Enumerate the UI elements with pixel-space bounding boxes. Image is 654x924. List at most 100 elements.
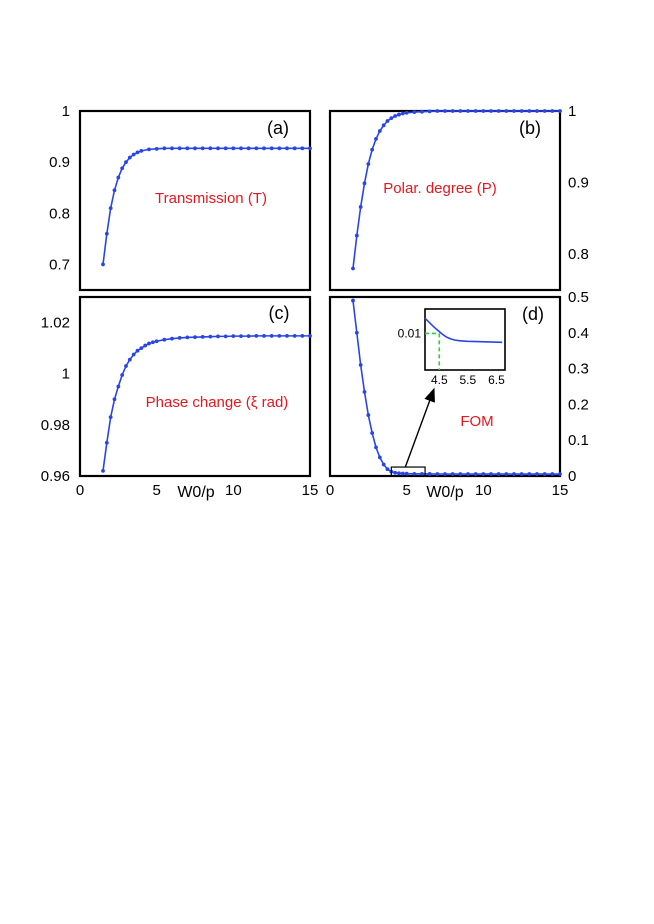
panel-d-data-point [404,471,409,476]
panel-a-data-point [147,147,151,152]
panel-b-data-point [473,109,478,113]
panel-d-data-point [381,462,386,467]
panel-d-data-point [489,472,493,476]
panel-d-data-point [550,472,555,476]
panel-a-ytick-label: 0.8 [49,205,70,222]
panel-c-data-point [231,334,236,339]
panel-c-data-point [308,333,312,338]
panel-d-ytick-label: 0.4 [568,325,589,342]
panel-a-annotation: Transmission (T) [155,190,267,207]
panel-a-data-point [231,146,236,151]
inset-xtick-label: 5.5 [460,373,477,387]
panel-c-data-point [170,336,174,341]
panel-c: 0.96 0.98 1 1.02 0 5 10 15 [41,315,319,499]
panel-b-data-point [427,109,432,114]
panel-a-data-point [239,146,243,151]
panel-b-data-point [374,137,378,141]
panel-a-data-point [308,146,312,151]
panel-c-data-point [116,384,121,389]
inset-xtick-label: 6.5 [488,373,505,387]
panel-c-data-point [124,364,128,368]
panel-d-frame [328,295,562,478]
panel-d-data-point [519,472,524,476]
panel-c-data-point [154,339,159,344]
panel-d-data-point [351,298,355,303]
panel-b-data-point [354,233,359,238]
panel-d-data-point [458,472,463,476]
panel-d-data-point [481,472,486,476]
panel-a-data-point [170,146,174,151]
panel-b-data-point [377,129,382,133]
panel-b-data-point [504,109,509,113]
panel-c-data-point [143,343,148,348]
panel-a-ytick-label: 1 [62,103,70,120]
panel-d-data-point [435,472,440,476]
panel-c-data-point [112,397,117,402]
panel-a-data-point [124,160,128,165]
panel-b-ytick-label: 1 [568,103,576,120]
panel-d-data-point [466,472,470,476]
panel-c-ytick-label: 0.98 [41,417,70,434]
panel-b: 0.8 0.9 1 [351,103,589,271]
panel-d-data-point [512,472,516,476]
panel-c-xtick-label: 10 [225,482,242,499]
panel-c-data-point [185,335,190,340]
inset-ytick-label: 0.01 [398,326,422,340]
panel-a-data-point [162,146,167,151]
panel-d-ytick-label: 0.1 [568,432,589,449]
panel-c-frame [78,295,312,478]
panel-d: 0 0.1 0.2 0.3 0.4 0.5 0 5 10 15 0.01 4.5 5.5 6.5 [326,289,589,499]
panel-c-data-point [208,334,213,339]
panel-c-label: (c) [269,303,290,323]
panel-a-data-point [120,166,125,171]
panel-a-data-point [285,146,289,151]
panel-b-ytick-label: 0.8 [568,246,589,263]
panel-d-data-point [473,472,478,476]
panel-d-data-point [443,472,447,476]
panel-c-data-point [120,373,125,377]
panel-a: 0.7 0.8 0.9 1 [49,103,312,273]
panel-c-annotation: Phase change (ξ rad) [146,394,289,411]
panel-d-xlabel: W0/p [426,484,463,501]
panel-d-ytick-label: 0.3 [568,361,589,378]
panel-c-data-point [162,337,167,342]
panel-c-data-point [101,468,105,473]
panel-a-ytick-label: 0.7 [49,256,70,273]
panel-a-data-point [116,175,121,180]
panel-a-data-point [277,146,282,151]
panel-b-data-point [412,110,417,114]
panel-c-data-point [292,333,297,338]
panel-b-data-point [527,109,532,113]
panel-c-data-point [139,346,144,351]
panel-a-data-point [185,146,190,151]
panel-d-data-point [427,472,432,476]
panel-d-data-point [393,470,398,475]
zoom-arrow [404,387,435,468]
panel-d-data-point [366,413,371,418]
panel-d-data-point [558,472,562,476]
panel-b-data-point [397,112,401,117]
panel-b-data-point [450,109,455,113]
panel-b-data-point [366,162,371,166]
panel-a-data-point [112,188,117,193]
panel-c-data-point [216,334,220,339]
panel-b-data-point [404,110,409,115]
panel-a-data-point [131,152,136,157]
inset-xtick-label: 4.5 [431,373,448,387]
panel-c-xtick-label: 5 [152,482,160,499]
panel-c-data-point [108,415,113,420]
panel-d-ytick-label: 0.5 [568,289,589,306]
panel-d-label: (d) [522,304,544,324]
panel-c-data-point [104,440,109,445]
panel-b-data-point [512,109,516,113]
panel-a-data-point [208,146,213,151]
panel-a-data-point [154,146,159,151]
panel-a-data-point [200,146,205,151]
panel-b-data-point [393,114,398,118]
panel-c-data-point [131,352,136,357]
panel-b-data-point [542,109,547,113]
panel-b-data-point [458,109,463,113]
panel-a-data-point [177,146,182,151]
panel-d-data-point [385,467,390,472]
panel-c-xtick-label: 0 [76,482,84,499]
